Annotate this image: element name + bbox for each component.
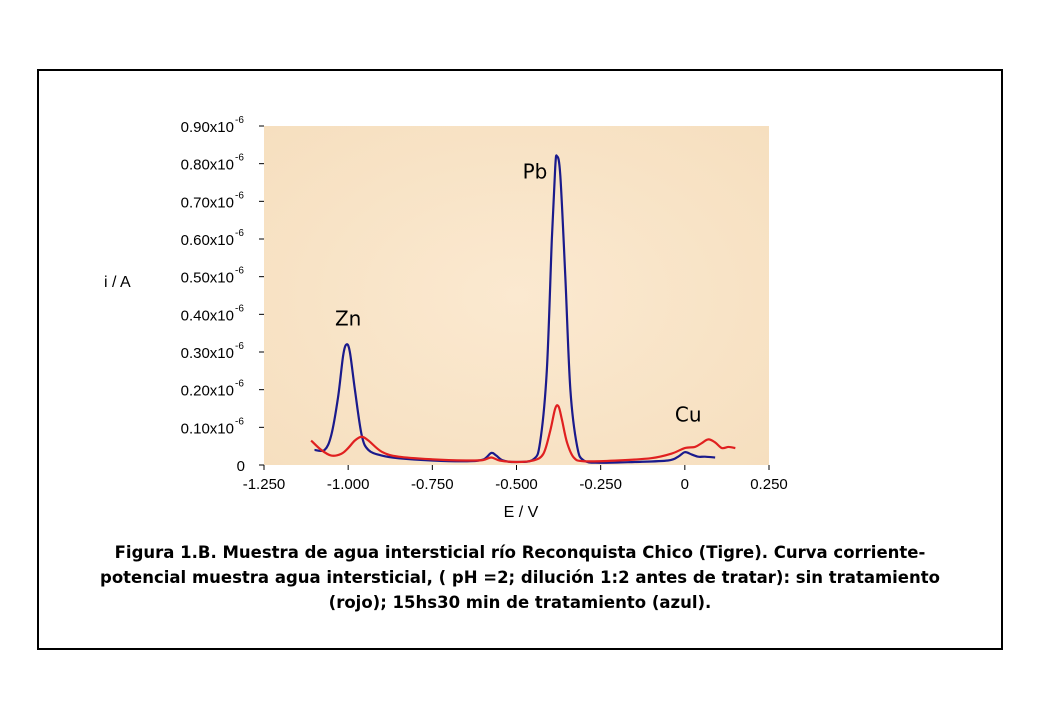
caption-line-3: (rojo); 15hs30 min de tratamiento (azul)… xyxy=(328,593,712,612)
series-line-2 xyxy=(310,404,736,464)
series-line-1 xyxy=(314,154,716,464)
x-axis-label: E / V xyxy=(504,504,539,521)
figure-frame xyxy=(37,69,1003,650)
y-tick-exponent: -6 xyxy=(235,303,244,314)
y-tick-label: 0.10x10 xyxy=(181,420,234,437)
y-tick-exponent: -6 xyxy=(235,266,244,277)
x-tick-label: -0.750 xyxy=(411,476,454,493)
y-tick-exponent: -6 xyxy=(235,153,244,164)
y-tick-exponent: -6 xyxy=(235,341,244,352)
y-tick-exponent: -6 xyxy=(235,190,244,201)
x-tick-label: -1.000 xyxy=(327,476,370,493)
y-tick-label: 0.70x10 xyxy=(181,194,234,211)
caption-line-1: Figura 1.B. Muestra de agua intersticial… xyxy=(114,543,926,562)
peak-label-zn: Zn xyxy=(335,307,361,331)
y-tick-label: 0 xyxy=(237,458,245,475)
y-tick-exponent: -6 xyxy=(235,416,244,427)
x-tick-label: 0 xyxy=(681,476,689,493)
peak-label-cu: Cu xyxy=(675,403,702,427)
y-tick-label: 0.60x10 xyxy=(181,232,234,249)
y-tick-label: 0.40x10 xyxy=(181,307,234,324)
x-tick-label: 0.250 xyxy=(750,476,788,493)
x-tick-label: -0.500 xyxy=(495,476,538,493)
y-tick-label: 0.80x10 xyxy=(181,157,234,174)
y-tick-exponent: -6 xyxy=(235,379,244,390)
x-tick-label: -0.250 xyxy=(579,476,622,493)
figure-caption: Figura 1.B. Muestra de agua intersticial… xyxy=(40,540,1000,615)
peak-label-pb: Pb xyxy=(523,160,548,184)
y-tick-exponent: -6 xyxy=(235,228,244,239)
plot-area xyxy=(264,126,769,465)
x-tick-label: -1.250 xyxy=(243,476,286,493)
y-tick-label: 0.90x10 xyxy=(181,119,234,136)
y-tick-exponent: -6 xyxy=(235,115,244,126)
y-axis-label: i / A xyxy=(104,274,131,291)
y-tick-label: 0.20x10 xyxy=(181,383,234,400)
caption-line-2: potencial muestra agua intersticial, ( p… xyxy=(100,568,940,587)
y-tick-label: 0.30x10 xyxy=(181,345,234,362)
y-tick-label: 0.50x10 xyxy=(181,270,234,287)
